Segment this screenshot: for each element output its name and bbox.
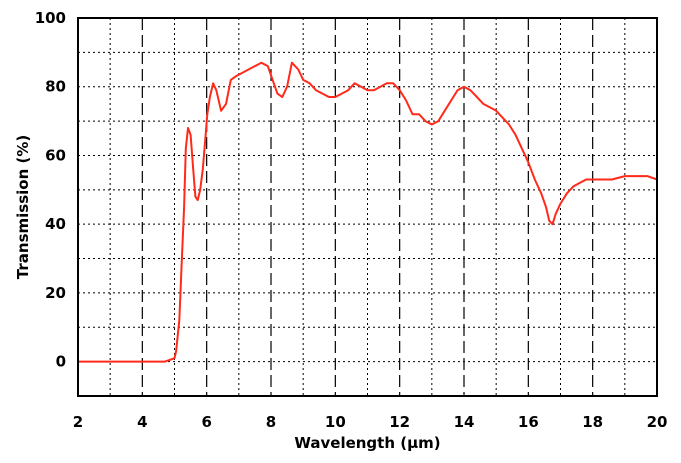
y-axis-label: Transmission (%) [14,135,32,279]
y-tick-label: 80 [45,78,66,96]
x-axis-label: Wavelength (µm) [294,434,440,452]
x-tick-label: 14 [454,413,475,431]
transmission-series-line [78,61,658,363]
y-tick-label: 60 [45,146,66,164]
y-tick-label: 20 [45,284,66,302]
x-tick-label: 10 [325,413,346,431]
grid [78,18,657,396]
y-tick-label: 100 [35,9,66,27]
x-tick-label: 6 [201,413,211,431]
x-tick-label: 4 [137,413,147,431]
x-tick-label: 16 [518,413,539,431]
y-tick-labels: 0 20 40 60 80 100 [35,9,66,371]
x-tick-label: 20 [647,413,668,431]
y-tick-label: 40 [45,215,66,233]
plot-frame [77,17,658,397]
x-tick-label: 18 [582,413,603,431]
x-tick-label: 12 [389,413,410,431]
y-tick-label: 0 [56,353,66,371]
x-tick-labels: 2 4 6 8 10 12 14 16 18 20 [73,413,668,431]
x-tick-label: 8 [266,413,276,431]
x-tick-label: 2 [73,413,83,431]
